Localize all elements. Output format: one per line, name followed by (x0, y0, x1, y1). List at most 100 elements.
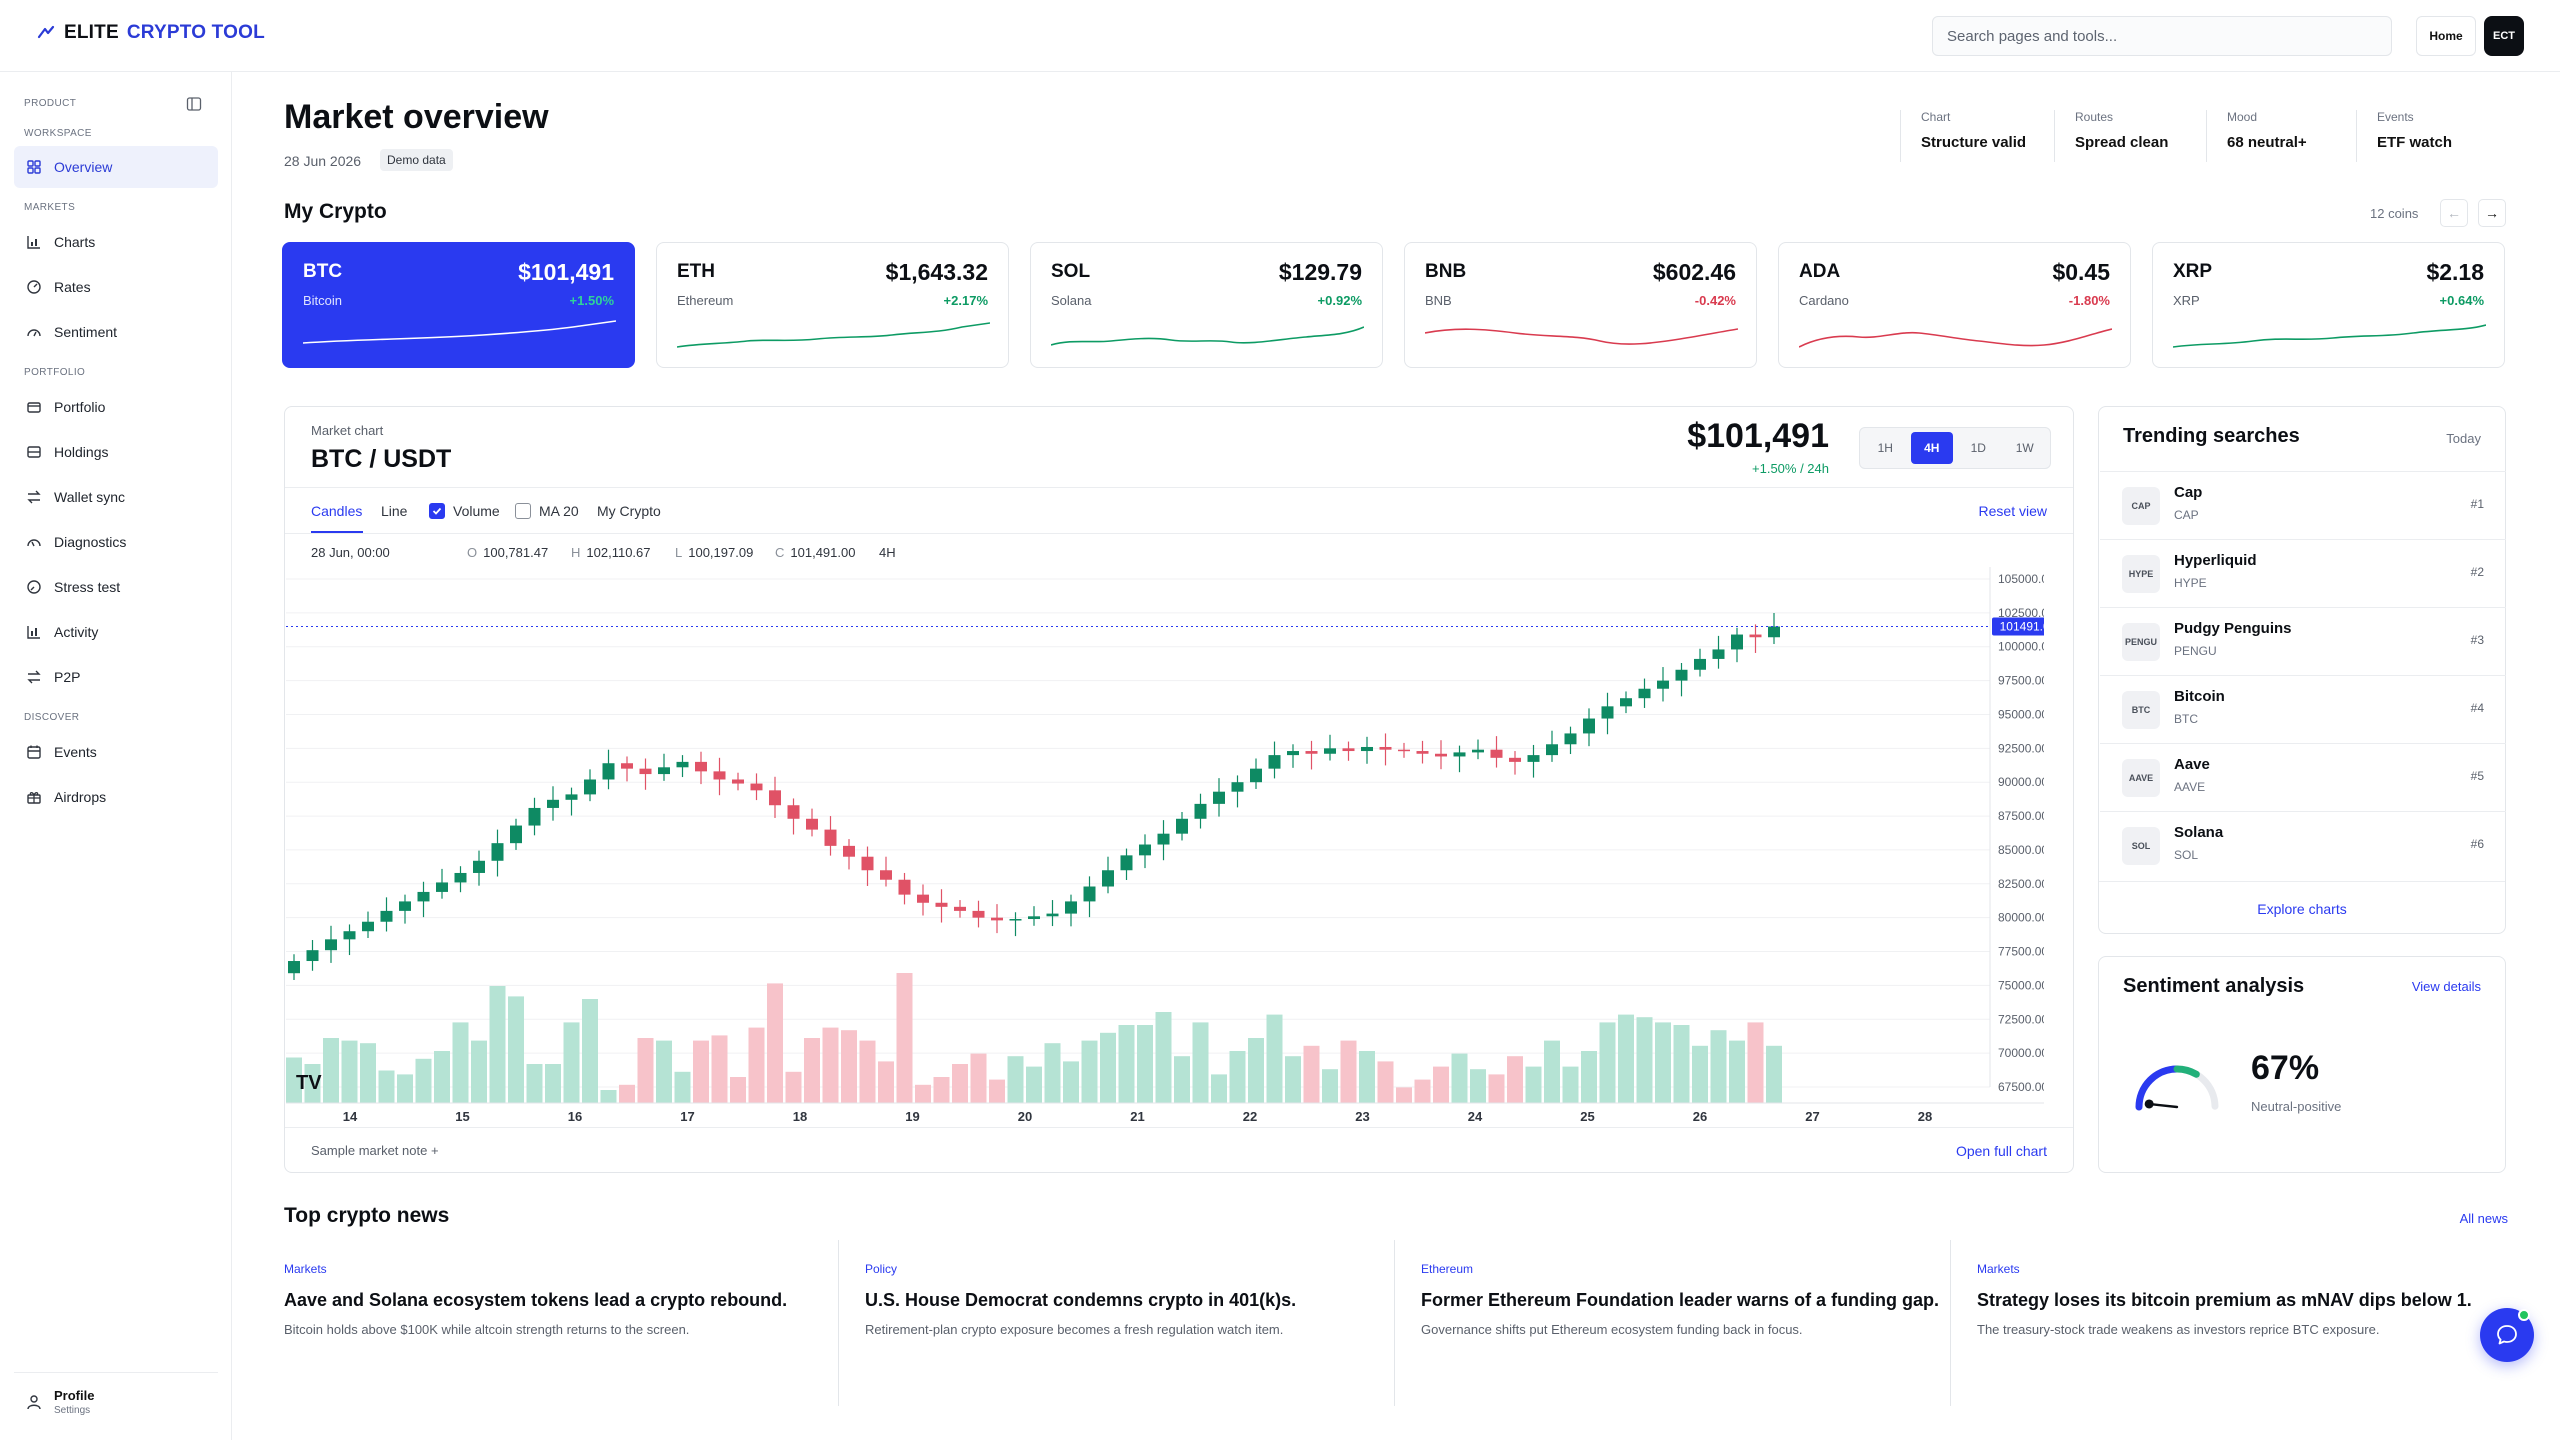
chart-provider-logo: TV (296, 1072, 322, 1094)
coin-card-ada[interactable]: ADA Cardano $0.45 -1.80% (1778, 242, 2131, 368)
arrow-right-icon: → (2485, 205, 2499, 221)
x-tick-label: 23 (1355, 1109, 1369, 1124)
sample-market-note-link[interactable]: Sample market note + (311, 1143, 439, 1158)
volume-bar (1340, 1040, 1357, 1103)
volume-bar (1488, 1074, 1505, 1103)
volume-bar (1174, 1056, 1190, 1103)
sidebar-group-product: PRODUCT (24, 98, 77, 109)
sidebar: PRODUCT WORKSPACE Overview MARKETS Chart… (0, 72, 232, 1440)
candle-body (1564, 733, 1577, 745)
y-tick-label: 77500.00 (1998, 945, 2044, 959)
sidebar-item-charts[interactable]: Charts (14, 221, 218, 263)
profile-title: Profile (54, 1387, 95, 1403)
profile-link[interactable]: Profile Settings (14, 1372, 218, 1430)
ohlc-date: 28 Jun, 00:00 (311, 545, 390, 560)
sidebar-item-portfolio[interactable]: Portfolio (14, 386, 218, 428)
news-item[interactable]: Ethereum Former Ethereum Foundation leade… (1394, 1240, 1950, 1406)
sidebar-group-portfolio: PORTFOLIO (24, 367, 86, 378)
trending-item[interactable]: BTC Bitcoin BTC #4 (2100, 675, 2506, 743)
coin-name: Bitcoin (303, 293, 343, 308)
toggle-ma20[interactable]: MA 20 (515, 503, 579, 519)
candle-body (1379, 746, 1392, 750)
volume-bar (896, 973, 913, 1103)
y-tick-label: 75000.00 (1998, 978, 2044, 992)
tab-my-crypto[interactable]: My Crypto (597, 503, 661, 519)
sync-icon (27, 490, 41, 504)
open-full-chart-link[interactable]: Open full chart (1955, 1143, 2047, 1159)
trending-item[interactable]: CAP Cap CAP #1 (2100, 471, 2506, 539)
coin-card-bnb[interactable]: BNB BNB $602.46 -0.42% (1404, 242, 1757, 368)
sidebar-item-label: Overview (54, 159, 113, 175)
ohlc-close: C 101,491.00 (775, 545, 856, 560)
all-news-link[interactable]: All news (2459, 1211, 2508, 1226)
prev-coins-button[interactable]: ← (2440, 199, 2468, 227)
sidebar-item-holdings[interactable]: Holdings (14, 431, 218, 473)
volume-bar (508, 996, 524, 1103)
timeframe-1d[interactable]: 1D (1970, 441, 1986, 455)
candle-body (1102, 870, 1114, 887)
coin-card-sol[interactable]: SOL Solana $129.79 +0.92% (1030, 242, 1383, 368)
sidebar-item-airdrops[interactable]: Airdrops (14, 776, 218, 818)
news-description: Retirement-plan crypto exposure becomes … (865, 1322, 1284, 1337)
coin-card-xrp[interactable]: XRP XRP $2.18 +0.64% (2152, 242, 2505, 368)
trending-item[interactable]: HYPE Hyperliquid HYPE #2 (2100, 539, 2506, 607)
sidebar-item-sentiment[interactable]: Sentiment (14, 311, 218, 353)
volume-bar (785, 1071, 802, 1103)
news-item[interactable]: Policy U.S. House Democrat condemns crypt… (838, 1240, 1394, 1406)
news-item[interactable]: Markets Strategy loses its bitcoin premiu… (1950, 1240, 2506, 1406)
trending-item[interactable]: AAVE Aave AAVE #5 (2100, 743, 2506, 811)
trending-item[interactable]: PENGU Pudgy Penguins PENGU #3 (2100, 607, 2506, 675)
volume-bar (304, 1064, 321, 1103)
tab-candles[interactable]: Candles (311, 503, 363, 519)
grid-icon (27, 160, 41, 174)
x-tick-label: 18 (793, 1109, 807, 1124)
sidebar-item-overview[interactable]: Overview (14, 146, 218, 188)
timeframe-1h[interactable]: 1H (1877, 441, 1893, 455)
sidebar-item-stress-test[interactable]: Stress test (14, 566, 218, 608)
tab-line[interactable]: Line (381, 503, 408, 519)
volume-bar (1211, 1074, 1227, 1103)
avatar[interactable]: ECT (2484, 16, 2524, 56)
brand-logo[interactable]: ELITE CRYPTO TOOL (36, 22, 265, 44)
search-input[interactable] (1932, 16, 2392, 56)
sidebar-item-p2p[interactable]: P2P (14, 656, 218, 698)
coin-symbol: ETH (677, 261, 715, 282)
sidebar-item-diagnostics[interactable]: Diagnostics (14, 521, 218, 563)
candle-body (491, 843, 504, 861)
sidebar-item-rates[interactable]: Rates (14, 266, 218, 308)
stat-label: Events (2377, 110, 2414, 124)
trending-item[interactable]: SOL Solana SOL #6 (2100, 811, 2506, 879)
candlestick-chart[interactable]: 105000.00 102500.00 100000.00 97500.00 95000… (286, 567, 2044, 1127)
explore-charts-link[interactable]: Explore charts (2257, 901, 2347, 917)
volume-bar (878, 1061, 894, 1103)
sidebar-item-activity[interactable]: Activity (14, 611, 218, 653)
reset-view-button[interactable]: Reset view (1978, 503, 2047, 519)
volume-bar (767, 983, 783, 1103)
view-details-link[interactable]: View details (2411, 979, 2481, 994)
candle-body (621, 763, 633, 769)
home-button[interactable]: Home (2416, 16, 2476, 56)
trending-rank: #6 (2470, 837, 2484, 851)
timeframe-1w[interactable]: 1W (2015, 441, 2034, 455)
sidebar-item-events[interactable]: Events (14, 731, 218, 773)
coin-card-eth[interactable]: ETH Ethereum $1,643.32 +2.17% (656, 242, 1009, 368)
sidebar-item-wallet-sync[interactable]: Wallet sync (14, 476, 218, 518)
coin-card-btc[interactable]: BTC Bitcoin $101,491 +1.50% (282, 242, 635, 368)
candle-body (1416, 751, 1429, 754)
trending-name: Pudgy Penguins (2174, 620, 2292, 637)
volume-bar (545, 1064, 561, 1103)
sidebar-item-label: Diagnostics (54, 534, 127, 550)
page-date: 28 Jun 2026 (284, 153, 362, 169)
trending-symbol: PENGU (2174, 644, 2217, 658)
news-item[interactable]: Markets Aave and Solana ecosystem tokens … (284, 1240, 840, 1406)
next-coins-button[interactable]: → (2478, 199, 2506, 227)
volume-bar (674, 1071, 691, 1103)
candle-body (824, 829, 837, 846)
volume-bar (1562, 1066, 1579, 1103)
sidebar-item-label: Activity (54, 624, 99, 640)
timeframe-4h[interactable]: 4H (1910, 432, 1953, 464)
collapse-sidebar-icon[interactable] (186, 96, 202, 112)
coin-token-icon: CAP (2122, 487, 2160, 525)
volume-bar (933, 1077, 950, 1103)
toggle-volume[interactable]: Volume (429, 503, 500, 519)
